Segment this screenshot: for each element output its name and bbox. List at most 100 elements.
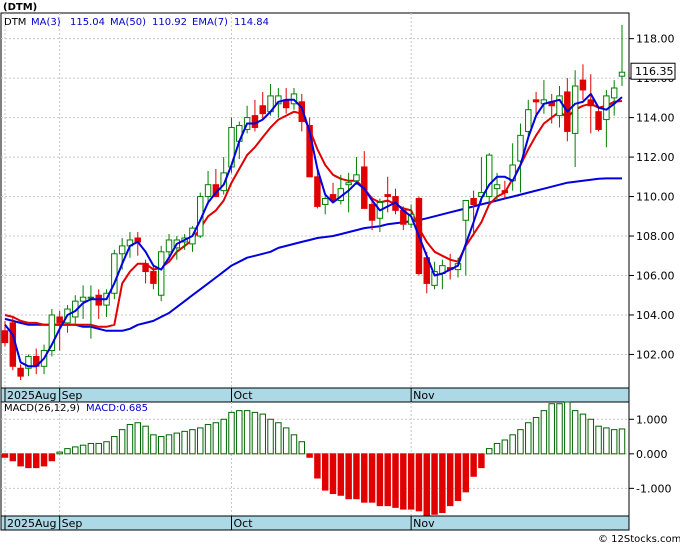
macd-bar-positive	[259, 413, 266, 455]
macd-bar-negative	[337, 453, 345, 496]
candle-down	[150, 271, 157, 284]
macd-bar-negative	[431, 453, 438, 515]
candle-up	[79, 296, 87, 302]
legend-ma3-value: 115.04	[70, 17, 105, 28]
macd-bar-positive	[126, 423, 134, 455]
macd-bar-positive	[501, 439, 509, 455]
macd-date-label: Sep	[62, 517, 83, 530]
macd-date-band	[0, 515, 630, 531]
macd-bar-positive	[618, 428, 626, 455]
macd-bar-negative	[329, 453, 337, 495]
macd-bar-positive	[134, 422, 142, 455]
candle-down	[1, 330, 9, 344]
macd-bar-negative	[353, 453, 360, 500]
candle-down	[579, 79, 587, 91]
macd-bar-negative	[407, 453, 415, 510]
macd-bar-negative	[415, 453, 423, 512]
macd-bar-positive	[56, 451, 63, 455]
macd-bar-negative	[400, 453, 407, 510]
macd-bar-positive	[525, 422, 532, 455]
macd-bar-positive	[267, 418, 274, 455]
last-price-box	[630, 62, 676, 80]
macd-tick-label: 0.000	[636, 448, 668, 461]
macd-bar-positive	[212, 422, 220, 455]
macd-bar-negative	[25, 453, 32, 469]
macd-bar-negative	[462, 453, 470, 493]
candle-down	[501, 190, 509, 194]
macd-y-axis: 1.000 0.000 -1.000	[629, 413, 671, 495]
price-date-label: 2025Aug	[7, 389, 56, 402]
candle-up	[87, 296, 95, 299]
macd-bar-positive	[571, 410, 579, 455]
macd-bar-positive	[79, 444, 87, 455]
candle-up	[48, 314, 56, 352]
candle-up	[517, 134, 524, 162]
candle-up	[25, 355, 32, 369]
macd-bar-positive	[485, 448, 493, 455]
macd-bar-positive	[228, 411, 235, 455]
candle-down	[314, 176, 321, 207]
candle-up	[118, 245, 126, 255]
macd-bar-positive	[157, 436, 165, 455]
macd-bar-positive	[564, 401, 571, 455]
last-price-tag: 116.35	[630, 62, 676, 80]
macd-bar-positive	[282, 427, 290, 455]
macd-bar-positive	[603, 427, 610, 455]
macd-bar-positive	[595, 425, 602, 455]
candle-down	[329, 194, 337, 202]
price-date-label: Sep	[62, 389, 83, 402]
macd-legend-value: MACD:0.685	[86, 403, 148, 414]
macd-bar-positive	[517, 429, 524, 455]
macd-bar-negative	[40, 453, 48, 467]
macd-date-label: Nov	[413, 517, 435, 530]
candle-up	[204, 184, 212, 198]
candle-up	[345, 182, 352, 186]
price-tick-label: 104.00	[636, 309, 675, 322]
macd-bar-negative	[439, 453, 446, 514]
candle-down	[587, 99, 594, 107]
macd-bar-negative	[384, 453, 391, 507]
macd-bar-positive	[173, 432, 181, 455]
legend-ema7-label: EMA(7)	[192, 17, 228, 28]
macd-bar-positive	[540, 410, 548, 455]
macd-bar-positive	[118, 429, 126, 455]
price-date-label: Nov	[413, 389, 435, 402]
price-date-band	[0, 387, 630, 403]
macd-bar-positive	[72, 446, 79, 455]
price-tick-label: 106.00	[636, 270, 675, 283]
macd-bar-positive	[290, 434, 298, 455]
legend-ma50-label: MA(50)	[110, 17, 146, 28]
macd-bar-positive	[532, 417, 540, 455]
macd-bar-negative	[454, 453, 462, 501]
candle-down	[142, 263, 149, 273]
candle-down	[595, 111, 602, 130]
price-y-axis: 102.00 104.00 106.00 108.00 110.00 112.00 114.…	[629, 33, 675, 361]
legend-ticker: DTM	[4, 17, 26, 28]
price-tick-label: 108.00	[636, 230, 675, 243]
candle-up	[165, 239, 173, 253]
macd-bar-negative	[17, 453, 24, 467]
candle-up	[571, 85, 579, 134]
macd-bar-positive	[103, 441, 110, 455]
macd-bar-positive	[587, 418, 594, 455]
legend: DTM MA(3) 115.04 MA(50) 110.92 EMA(7) 11…	[4, 17, 269, 28]
candle-up	[353, 174, 360, 182]
macd-bar-negative	[376, 453, 384, 507]
macd-bar-negative	[321, 453, 329, 491]
price-tick-label: 112.00	[636, 151, 675, 164]
macd-bar-positive	[275, 422, 282, 455]
candle-up	[111, 253, 118, 294]
candle-up	[525, 109, 532, 132]
candle-down	[368, 203, 376, 221]
macd-bar-positive	[509, 434, 516, 455]
macd-bar-negative	[392, 453, 399, 508]
ma50-line-group	[4, 177, 622, 332]
macd-bar-positive	[87, 442, 95, 455]
macd-bar-positive	[579, 413, 587, 455]
macd-bar-negative	[345, 453, 352, 500]
legend-ma50-value: 110.92	[152, 17, 187, 28]
macd-bar-positive	[251, 411, 259, 455]
price-tick-label: 102.00	[636, 348, 675, 361]
candle-up	[321, 198, 329, 205]
